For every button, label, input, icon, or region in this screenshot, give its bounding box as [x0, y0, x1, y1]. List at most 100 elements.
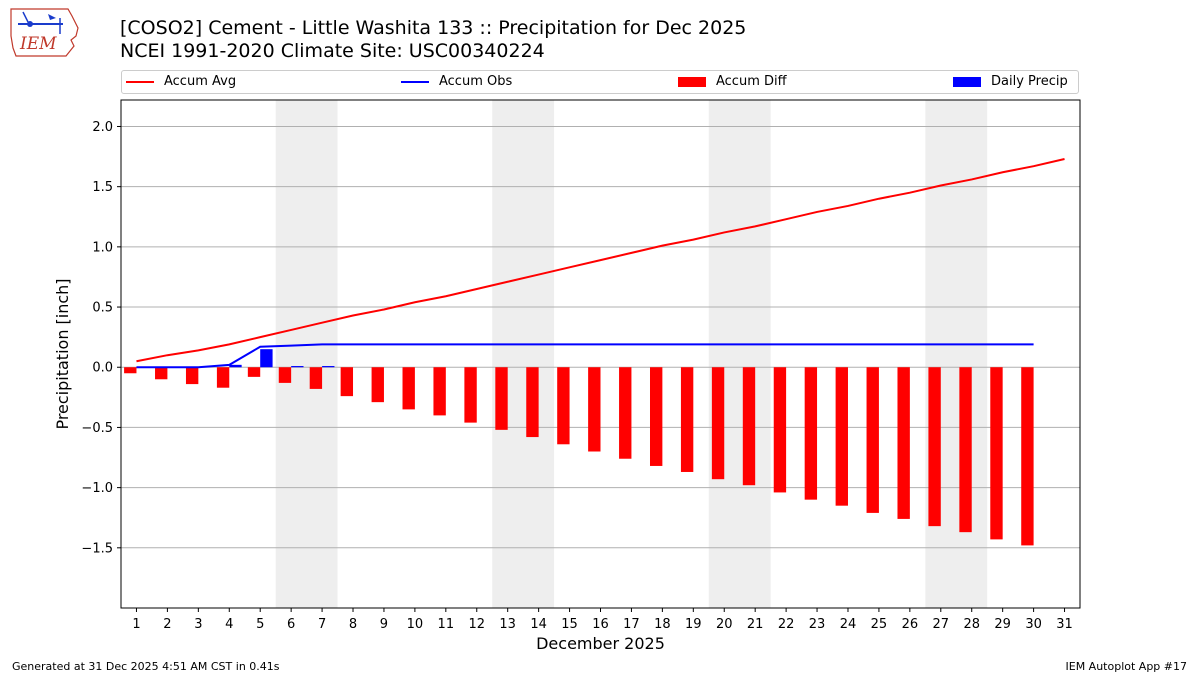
y-tick-label: 0.5 — [92, 301, 113, 316]
x-tick-label: 5 — [256, 617, 264, 632]
accum-diff-bar — [649, 367, 663, 466]
weekend-shade-1 — [275, 100, 338, 608]
accum-diff-bar — [247, 367, 261, 377]
accum-diff-bar — [464, 367, 477, 423]
y-tick-label: 2.0 — [92, 120, 113, 135]
accum-diff-bar — [433, 367, 446, 416]
y-axis-label: Precipitation [inch] — [53, 278, 72, 429]
chart-legend: Accum Avg Accum Obs Accum Diff Daily Pre… — [121, 70, 1079, 94]
accum-diff-bar — [928, 367, 941, 527]
accum-diff-bar — [588, 367, 601, 452]
x-tick-label: 1 — [132, 617, 140, 632]
accum-diff-bar — [990, 367, 1003, 540]
footer-app: IEM Autoplot App #17 — [1065, 660, 1188, 673]
x-tick-label: 20 — [716, 617, 733, 632]
x-tick-label: 23 — [809, 617, 826, 632]
x-tick-label: 8 — [349, 617, 357, 632]
accum-diff-bar — [835, 367, 848, 506]
x-tick-label: 22 — [778, 617, 795, 632]
accum-diff-bar — [897, 367, 910, 519]
x-tick-label: 27 — [933, 617, 950, 632]
accum-diff-bar — [185, 367, 199, 385]
y-tick-label: −1.0 — [81, 481, 113, 496]
accum-diff-bar — [495, 367, 508, 430]
y-tick-label: 1.0 — [92, 240, 113, 255]
x-tick-label: 24 — [840, 617, 857, 632]
legend-label-accum-obs: Accum Obs — [439, 74, 513, 89]
x-axis-label: December 2025 — [536, 634, 665, 653]
chart-title: [COSO2] Cement - Little Washita 133 :: P… — [120, 17, 747, 39]
legend-item-accum-diff: Accum Diff — [678, 74, 787, 89]
accum-diff-bar — [804, 367, 818, 500]
weekend-shade-2 — [492, 100, 555, 608]
daily-precip-bar — [260, 349, 273, 368]
y-tick-label: −1.5 — [81, 541, 113, 556]
accum-diff-bar — [680, 367, 694, 472]
accum-diff-bar — [1021, 367, 1034, 546]
legend-swatch-accum-diff — [678, 76, 706, 87]
chart-subtitle: NCEI 1991-2020 Climate Site: USC00340224 — [120, 40, 545, 62]
x-tick-label: 3 — [194, 617, 202, 632]
accum-diff-bar — [309, 367, 323, 389]
y-tick-label: 1.5 — [92, 180, 113, 195]
legend-item-accum-obs: Accum Obs — [401, 74, 512, 89]
x-tick-label: 29 — [994, 617, 1011, 632]
footer-generated: Generated at 31 Dec 2025 4:51 AM CST in … — [12, 660, 280, 673]
accum-diff-bar — [216, 367, 230, 388]
x-tick-label: 13 — [499, 617, 516, 632]
x-tick-label: 15 — [561, 617, 578, 632]
legend-item-daily-precip: Daily Precip — [953, 74, 1068, 89]
x-tick-label: 31 — [1056, 617, 1073, 632]
accum-diff-bar — [371, 367, 384, 403]
accum-diff-bar — [402, 367, 415, 410]
weekend-shade-4 — [925, 100, 988, 608]
accum-diff-bar — [866, 367, 879, 513]
y-tick-label: −0.5 — [81, 421, 113, 436]
daily-precip-bar — [322, 366, 335, 368]
legend-swatch-accum-obs — [401, 80, 429, 83]
x-tick-label: 2 — [163, 617, 171, 632]
x-tick-label: 26 — [902, 617, 919, 632]
legend-label-daily-precip: Daily Precip — [991, 74, 1068, 89]
accum-diff-bar — [557, 367, 570, 445]
accum-diff-bar — [773, 367, 787, 493]
x-tick-label: 7 — [318, 617, 326, 632]
accum-avg-line — [136, 158, 1065, 363]
daily-precip-bar — [229, 364, 242, 368]
accum-diff-bar — [340, 367, 354, 397]
legend-label-accum-avg: Accum Avg — [164, 74, 237, 89]
accum-diff-bar — [124, 367, 137, 374]
x-tick-label: 11 — [438, 617, 455, 632]
x-tick-label: 25 — [871, 617, 888, 632]
x-tick-label: 21 — [747, 617, 764, 632]
x-tick-label: 17 — [623, 617, 640, 632]
x-tick-label: 10 — [407, 617, 424, 632]
legend-item-accum-avg: Accum Avg — [126, 74, 236, 89]
accum-diff-bar — [959, 367, 972, 533]
accum-diff-bar — [278, 367, 292, 383]
x-tick-label: 4 — [225, 617, 233, 632]
accum-obs-line — [136, 343, 1034, 369]
x-tick-label: 30 — [1025, 617, 1042, 632]
x-tick-label: 14 — [530, 617, 547, 632]
iem-logo: IEM — [8, 6, 80, 58]
accum-diff-bar — [742, 367, 756, 486]
x-tick-label: 28 — [963, 617, 980, 632]
plot-frame — [120, 99, 1081, 609]
legend-swatch-accum-avg — [126, 80, 154, 83]
accum-diff-bar — [526, 367, 539, 438]
weekend-shade-3 — [708, 100, 771, 608]
daily-precip-bar — [291, 366, 304, 368]
legend-swatch-daily-precip — [953, 76, 981, 87]
accum-diff-bar — [711, 367, 725, 480]
x-tick-label: 18 — [654, 617, 671, 632]
x-tick-label: 6 — [287, 617, 295, 632]
legend-label-accum-diff: Accum Diff — [716, 74, 787, 89]
accum-diff-bar — [619, 367, 632, 459]
x-tick-label: 19 — [685, 617, 702, 632]
x-tick-label: 9 — [380, 617, 388, 632]
x-tick-label: 16 — [592, 617, 609, 632]
y-tick-label: 0.0 — [92, 361, 113, 376]
x-tick-label: 12 — [468, 617, 485, 632]
